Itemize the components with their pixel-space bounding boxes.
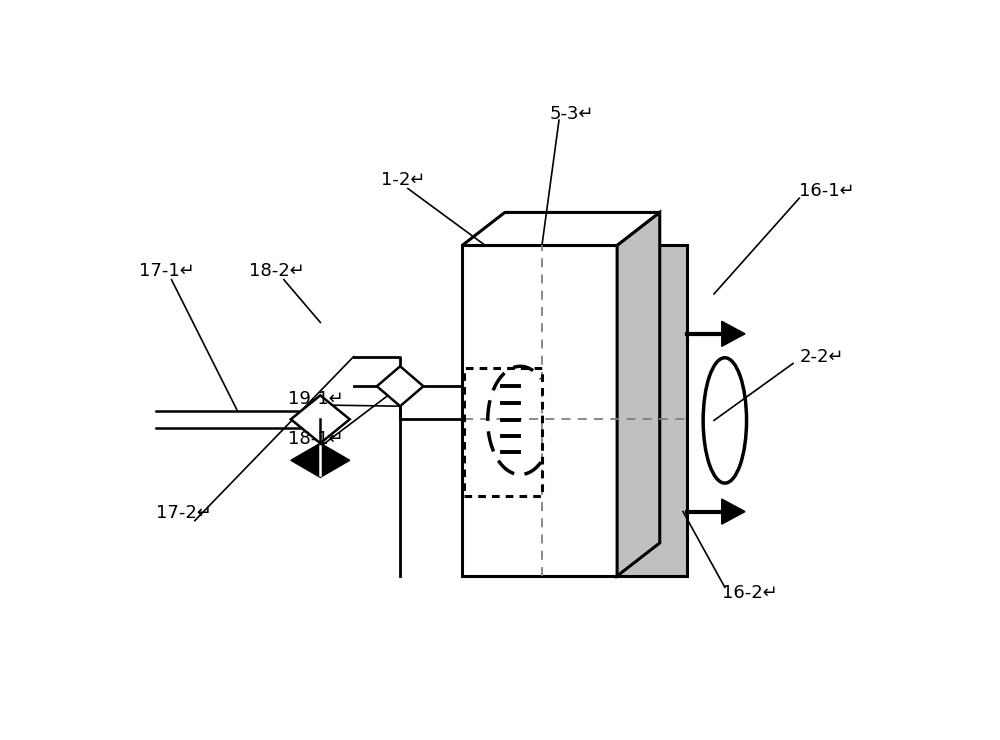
Polygon shape <box>617 246 687 576</box>
Text: 5-3↵: 5-3↵ <box>550 105 594 124</box>
Text: 19-1↵: 19-1↵ <box>288 390 344 408</box>
Polygon shape <box>722 499 745 524</box>
Polygon shape <box>462 212 660 246</box>
Text: 16-1↵: 16-1↵ <box>799 182 855 201</box>
Polygon shape <box>291 395 350 443</box>
Polygon shape <box>462 246 617 576</box>
Text: 18-1↵: 18-1↵ <box>288 430 344 448</box>
Text: 2-2↵: 2-2↵ <box>799 348 844 366</box>
Text: 17-1↵: 17-1↵ <box>139 262 195 280</box>
Polygon shape <box>722 321 745 346</box>
Polygon shape <box>291 443 350 477</box>
Text: 18-2↵: 18-2↵ <box>249 262 305 280</box>
Text: 16-2↵: 16-2↵ <box>722 584 778 602</box>
Text: 1-2↵: 1-2↵ <box>381 171 425 189</box>
Polygon shape <box>377 366 423 406</box>
Polygon shape <box>617 212 660 576</box>
Text: 17-2↵: 17-2↵ <box>156 504 212 522</box>
